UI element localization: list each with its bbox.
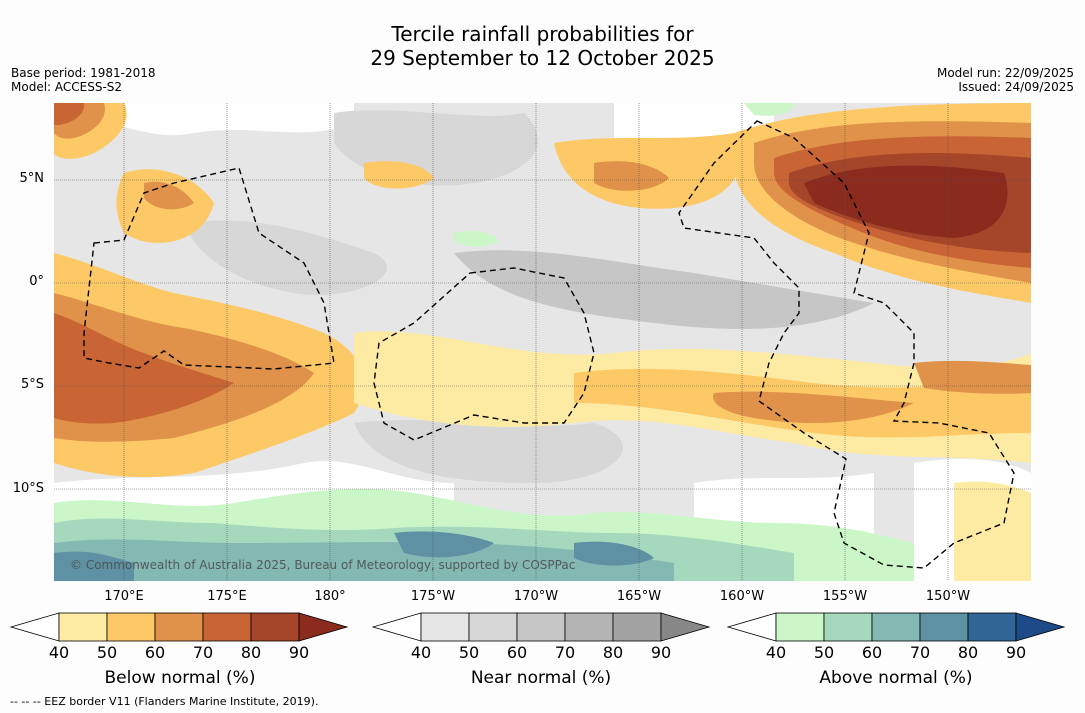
region-above xyxy=(54,539,674,581)
copyright-text: © Commonwealth of Australia 2025, Bureau… xyxy=(70,558,576,572)
colorbar-near xyxy=(372,612,711,642)
lon-label: 155°W xyxy=(822,589,868,604)
meta-right: Model run: 22/09/2025 Issued: 24/09/2025 xyxy=(937,66,1074,94)
colorbar-extend-low xyxy=(10,612,60,642)
colorbar-below xyxy=(10,612,349,642)
colorbar-cell xyxy=(154,612,204,642)
tick-label: 80 xyxy=(240,643,262,662)
title-line-2: 29 September to 12 October 2025 xyxy=(370,46,715,70)
colorbar-cell xyxy=(564,612,614,642)
legend-near-label: Near normal (%) xyxy=(470,668,612,688)
eez-border xyxy=(678,120,1015,569)
tick-label: 50 xyxy=(458,643,480,662)
map-title: Tercile rainfall probabilities for 29 Se… xyxy=(0,22,1085,70)
colorbar-cell xyxy=(871,612,921,642)
region-above xyxy=(54,551,134,581)
region-above xyxy=(574,541,654,566)
tick-label: 90 xyxy=(288,643,310,662)
region-white xyxy=(54,103,354,136)
region-below xyxy=(54,313,234,424)
legend-above-label: Above normal (%) xyxy=(819,668,973,688)
tick-label: 40 xyxy=(48,643,70,662)
lat-label-10s: 10°S xyxy=(12,481,44,496)
tick-label: 70 xyxy=(554,643,576,662)
tick-label: 50 xyxy=(96,643,118,662)
tick-label: 60 xyxy=(506,643,528,662)
region-grey xyxy=(454,250,874,329)
region-below xyxy=(364,161,434,189)
colorbar-above-cells xyxy=(727,612,1066,642)
tick-label: 90 xyxy=(650,643,672,662)
lat-label-0: 0° xyxy=(29,274,44,289)
colorbar-extend-high xyxy=(1015,612,1066,642)
lon-label: 170°W xyxy=(513,589,559,604)
colorbar-extend-high xyxy=(298,612,349,642)
lon-label: 180° xyxy=(314,589,346,604)
eez-border xyxy=(373,267,595,441)
title-line-1: Tercile rainfall probabilities for xyxy=(391,22,694,46)
colorbar-cell xyxy=(967,612,1017,642)
eez-footnote: -- -- -- EEZ border V11 (Flanders Marine… xyxy=(10,695,319,708)
colorbar-cell xyxy=(919,612,969,642)
lon-label: 175°W xyxy=(410,589,456,604)
colorbar-cell xyxy=(202,612,252,642)
lon-label: 165°W xyxy=(616,589,662,604)
lat-label-5s: 5°S xyxy=(20,377,44,392)
region-below xyxy=(713,391,914,423)
colorbar-extend-high xyxy=(660,612,711,642)
colorbar-cell xyxy=(823,612,873,642)
colorbar-cell xyxy=(612,612,662,642)
tick-label: 40 xyxy=(410,643,432,662)
map-svg xyxy=(54,103,1031,581)
tick-label: 70 xyxy=(192,643,214,662)
region-below xyxy=(54,103,85,125)
graticule xyxy=(54,103,1031,581)
tick-label: 60 xyxy=(144,643,166,662)
tick-label: 50 xyxy=(813,643,835,662)
lon-label: 160°W xyxy=(719,589,765,604)
colorbar-above xyxy=(727,612,1066,642)
eez-border xyxy=(83,167,335,370)
eez-borders xyxy=(83,120,1015,569)
probability-map xyxy=(54,103,1031,581)
colorbar-cell xyxy=(468,612,518,642)
colorbar-cell xyxy=(775,612,825,642)
base-period: Base period: 1981-2018 xyxy=(11,66,156,80)
region-grey xyxy=(184,220,387,295)
model-name: Model: ACCESS-S2 xyxy=(11,80,123,94)
colorbar-below-cells xyxy=(10,612,349,642)
region-below xyxy=(914,360,1031,394)
colorbar-cell xyxy=(106,612,156,642)
lon-label: 150°W xyxy=(925,589,971,604)
lon-label: 175°E xyxy=(207,589,247,604)
colorbar-cell xyxy=(58,612,108,642)
region-below xyxy=(954,481,1031,581)
tick-label: 90 xyxy=(1005,643,1027,662)
region-grey xyxy=(354,420,623,483)
tick-label: 80 xyxy=(602,643,624,662)
colorbar-cell xyxy=(420,612,470,642)
colorbar-cell xyxy=(250,612,300,642)
colorbar-extend-low xyxy=(727,612,777,642)
tick-label: 60 xyxy=(861,643,883,662)
tick-label: 70 xyxy=(909,643,931,662)
legend-below-label: Below normal (%) xyxy=(104,668,256,688)
tick-label: 80 xyxy=(957,643,979,662)
issued-date: Issued: 24/09/2025 xyxy=(958,80,1074,94)
model-run: Model run: 22/09/2025 xyxy=(936,66,1074,80)
colorbar-cell xyxy=(516,612,566,642)
lat-label-5n: 5°N xyxy=(19,171,45,186)
region-above xyxy=(454,230,499,247)
tick-label: 40 xyxy=(765,643,787,662)
colorbar-near-cells xyxy=(372,612,711,642)
colorbar-extend-low xyxy=(372,612,422,642)
lon-label: 170°E xyxy=(104,589,144,604)
region-above xyxy=(394,531,494,558)
region-below xyxy=(804,165,1008,238)
region-above xyxy=(744,103,794,116)
meta-left: Base period: 1981-2018 Model: ACCESS-S2 xyxy=(11,66,156,94)
region-below xyxy=(594,161,669,191)
